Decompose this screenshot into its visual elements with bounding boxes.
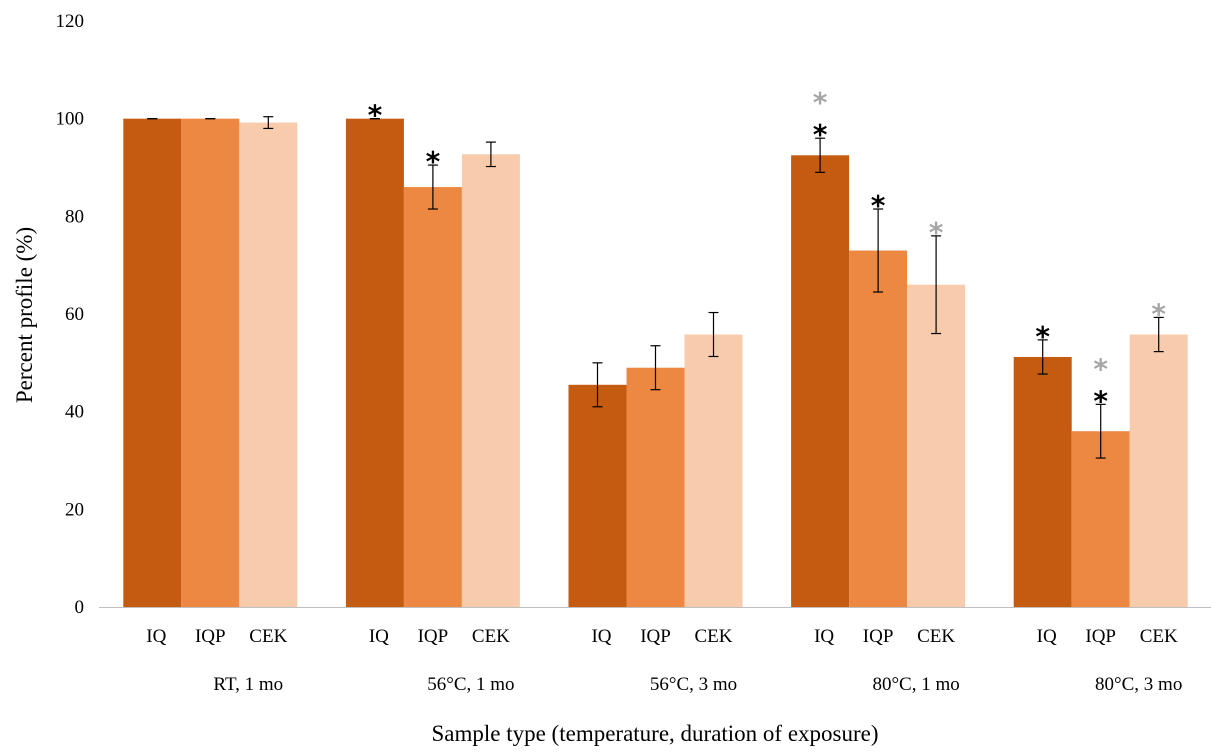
significance-asterisk: *	[813, 86, 828, 119]
x-category-label: CEK	[472, 626, 510, 647]
y-tick-label: 60	[65, 304, 84, 325]
bars	[123, 118, 1188, 608]
error-bar	[1095, 403, 1106, 459]
y-tick-label: 80	[65, 206, 84, 227]
x-category-label: IQ	[146, 626, 166, 647]
x-axis-category-labels: IQ IQP CEK IQ IQP CEK IQ IQP CEK IQ IQP CEK IQ IQP CEK	[146, 626, 1178, 647]
significance-asterisk: *	[368, 99, 383, 132]
x-category-label: IQP	[640, 626, 671, 647]
bar	[684, 334, 743, 607]
error-bar	[485, 141, 496, 168]
significance-asterisk: *	[1093, 352, 1108, 385]
x-group-label: RT, 1 mo	[213, 674, 283, 695]
error-bar	[592, 362, 603, 408]
y-tick-label: 0	[75, 597, 85, 618]
y-tick-label: 40	[65, 402, 84, 423]
y-tick-label: 20	[65, 499, 84, 520]
bar	[345, 118, 404, 608]
error-bars	[147, 116, 1164, 459]
x-category-label: IQP	[1085, 626, 1116, 647]
x-group-label: 56°C, 3 mo	[650, 674, 737, 695]
x-group-label: 56°C, 1 mo	[427, 674, 514, 695]
error-bar	[873, 208, 884, 293]
x-category-label: IQP	[418, 626, 449, 647]
x-group-label: 80°C, 3 mo	[1095, 674, 1182, 695]
error-bar	[1153, 316, 1164, 353]
x-group-label: 80°C, 1 mo	[872, 674, 959, 695]
bar	[403, 187, 462, 608]
significance-asterisk: *	[1151, 297, 1166, 330]
x-category-label: IQP	[195, 626, 226, 647]
significance-markers: **********	[368, 86, 1167, 417]
x-category-label: IQ	[1037, 626, 1057, 647]
error-bar	[650, 345, 661, 391]
bar	[123, 118, 182, 608]
x-category-label: CEK	[695, 626, 733, 647]
error-bar	[263, 116, 274, 130]
bar	[907, 284, 966, 607]
significance-asterisk: *	[929, 216, 944, 249]
bar	[568, 384, 627, 607]
significance-asterisk: *	[871, 189, 886, 222]
bar	[791, 155, 850, 607]
x-category-label: IQP	[863, 626, 894, 647]
bar	[1129, 334, 1188, 607]
error-bar	[1037, 339, 1048, 375]
y-tick-label: 120	[56, 11, 85, 32]
bar	[461, 154, 520, 607]
x-category-label: CEK	[917, 626, 955, 647]
y-tick-label: 100	[56, 109, 85, 130]
error-bar	[427, 164, 438, 210]
bar	[1013, 356, 1072, 607]
x-category-label: IQ	[591, 626, 611, 647]
x-category-label: CEK	[1140, 626, 1178, 647]
y-axis-title: Percent profile (%)	[12, 227, 37, 403]
bar	[849, 250, 908, 607]
bar	[181, 118, 240, 608]
x-category-label: IQ	[814, 626, 834, 647]
y-axis-ticks: 0 20 40 60 80 100 120	[56, 11, 85, 618]
error-bar	[815, 137, 826, 173]
bar	[1071, 431, 1130, 607]
x-axis-title: Sample type (temperature, duration of ex…	[431, 721, 878, 746]
error-bar	[708, 311, 719, 358]
significance-asterisk: *	[426, 145, 441, 178]
x-category-label: IQ	[369, 626, 389, 647]
x-axis-group-labels: RT, 1 mo 56°C, 1 mo 56°C, 3 mo 80°C, 1 mo 80…	[213, 674, 1182, 695]
x-category-label: CEK	[249, 626, 287, 647]
error-bar	[931, 235, 942, 335]
bar	[626, 367, 685, 607]
significance-asterisk: *	[813, 118, 828, 151]
significance-asterisk: *	[1093, 384, 1108, 417]
significance-asterisk: *	[1035, 320, 1050, 353]
bar	[239, 122, 298, 607]
